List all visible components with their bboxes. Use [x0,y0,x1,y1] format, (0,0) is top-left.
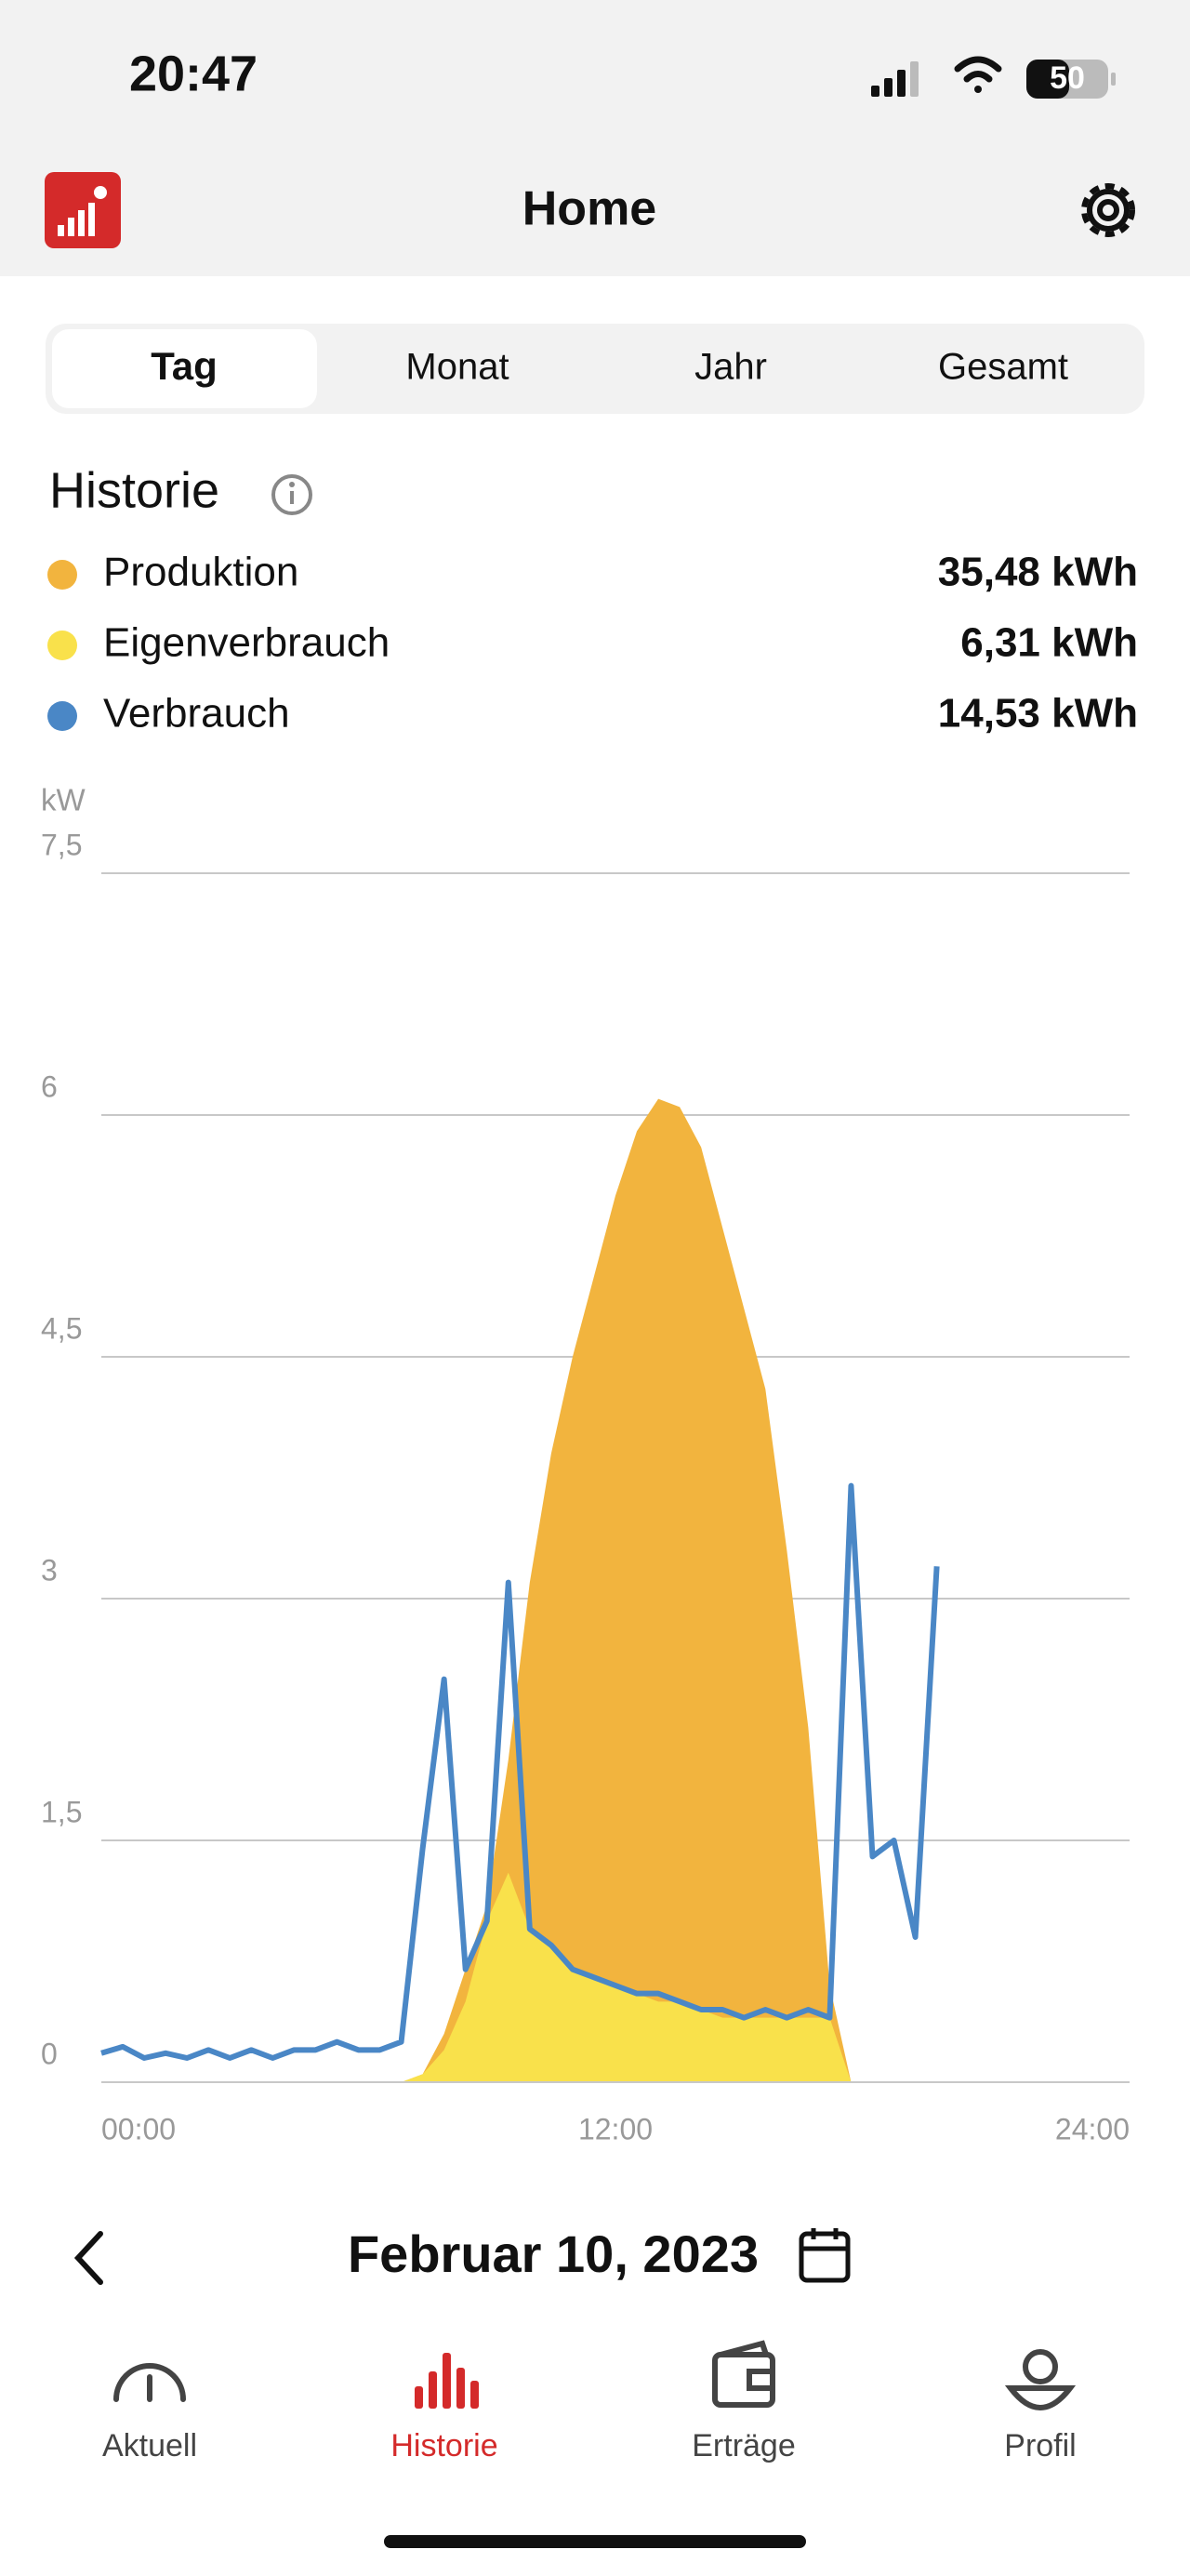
y-axis-label: kW [41,783,86,817]
x-tick-label: 00:00 [101,2112,176,2145]
legend-name: Verbrauch [103,691,290,737]
header-title: Home [522,182,656,236]
tab[interactable]: Jahr [694,347,767,388]
y-tick-label: 1,5 [41,1795,82,1828]
legend-dot [47,560,77,590]
x-tick-label: 12:00 [578,2112,653,2145]
legend-dot [47,631,77,660]
tab-selected-bg [52,329,317,408]
settings-icon[interactable] [1081,183,1135,237]
legend-total: 6,31 kWh [960,620,1138,666]
y-tick-label: 0 [41,2037,58,2070]
legend-name: Eigenverbrauch [103,620,390,666]
status-time: 20:47 [129,46,258,101]
line [100,1482,940,2061]
y-tick-label: 7,5 [41,828,82,861]
nav-icon-aktuell[interactable] [113,2363,186,2402]
nav-icon-historie[interactable] [415,2353,479,2409]
nav-icon-ertraege[interactable] [712,2340,775,2408]
area [101,1098,937,2082]
x-tick-label: 24:00 [1055,2112,1130,2145]
y-tick-label: 6 [41,1069,58,1103]
app-logo[interactable] [45,172,121,248]
nav-label[interactable]: Profil [1004,2428,1076,2463]
tab-bar [46,324,1144,414]
y-tick-label: 3 [41,1553,58,1587]
legend-name: Produktion [103,550,298,595]
battery-icon: 50 [1026,60,1116,99]
battery-level: 50 [1050,60,1085,96]
nav-icon-profil[interactable] [1004,2349,1077,2410]
signal-icon [871,61,919,97]
tab[interactable]: Tag [151,344,218,388]
area [101,1872,937,2082]
wifi-icon [954,56,1002,93]
legend-total: 35,48 kWh [938,550,1138,595]
header-bg [0,0,1190,276]
nav-label[interactable]: Aktuell [102,2428,197,2463]
tab[interactable]: Monat [405,347,509,388]
y-tick-label: 4,5 [41,1311,82,1345]
legend-total: 14,53 kWh [938,691,1138,737]
nav-label[interactable]: Erträge [692,2428,796,2463]
calendar-icon[interactable] [799,2228,851,2283]
prev-day[interactable] [73,2231,103,2285]
legend-dot [47,701,77,731]
tab[interactable]: Gesamt [938,347,1068,388]
date-label: Februar 10, 2023 [348,2224,759,2283]
nav-label[interactable]: Historie [390,2428,497,2463]
section-title: Historie [49,462,219,518]
info-icon[interactable] [271,474,312,515]
home-indicator [384,2535,806,2548]
